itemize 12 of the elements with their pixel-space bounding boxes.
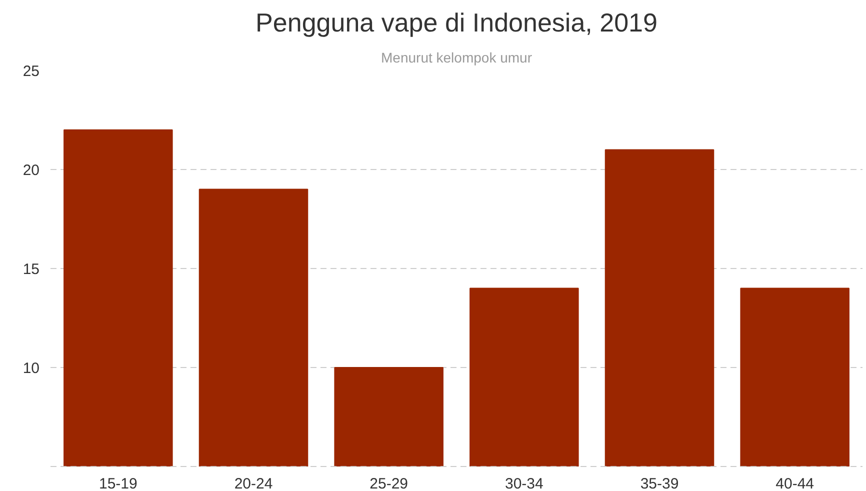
chart-title: Pengguna vape di Indonesia, 2019 [256, 8, 658, 38]
x-tick-label: 25-29 [370, 476, 408, 491]
y-tick-label: 10 [22, 360, 40, 377]
x-tick-label: 30-34 [504, 476, 544, 491]
y-tick-label: 15 [22, 261, 40, 278]
chart-subtitle: Menurut kelompok umur [381, 50, 532, 66]
y-tick-label: 25 [22, 63, 40, 80]
y-tick-label: 20 [22, 162, 40, 179]
x-tick-label: 15-19 [98, 476, 138, 491]
x-tick-label: 35-39 [640, 476, 679, 491]
x-tick-label: 40-44 [776, 476, 814, 491]
x-tick-label: 20-24 [234, 476, 273, 491]
